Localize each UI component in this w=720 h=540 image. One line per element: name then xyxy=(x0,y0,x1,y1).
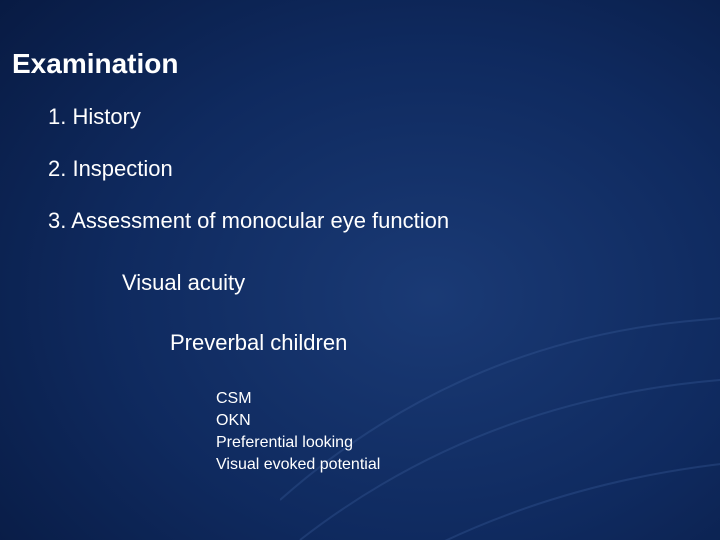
list-sub-item: Visual acuity xyxy=(122,270,245,296)
slide-title: Examination xyxy=(12,48,178,80)
list-leaf-item: Visual evoked potential xyxy=(216,454,380,476)
list-item: 2. Inspection xyxy=(48,156,173,182)
background-swoosh xyxy=(280,200,720,540)
list-leaf-item: OKN xyxy=(216,410,251,432)
list-item: 3. Assessment of monocular eye function xyxy=(48,208,449,234)
list-leaf-item: CSM xyxy=(216,388,252,410)
list-item: 1. History xyxy=(48,104,141,130)
list-sub-sub-item: Preverbal children xyxy=(170,330,347,356)
list-leaf-item: Preferential looking xyxy=(216,432,353,454)
